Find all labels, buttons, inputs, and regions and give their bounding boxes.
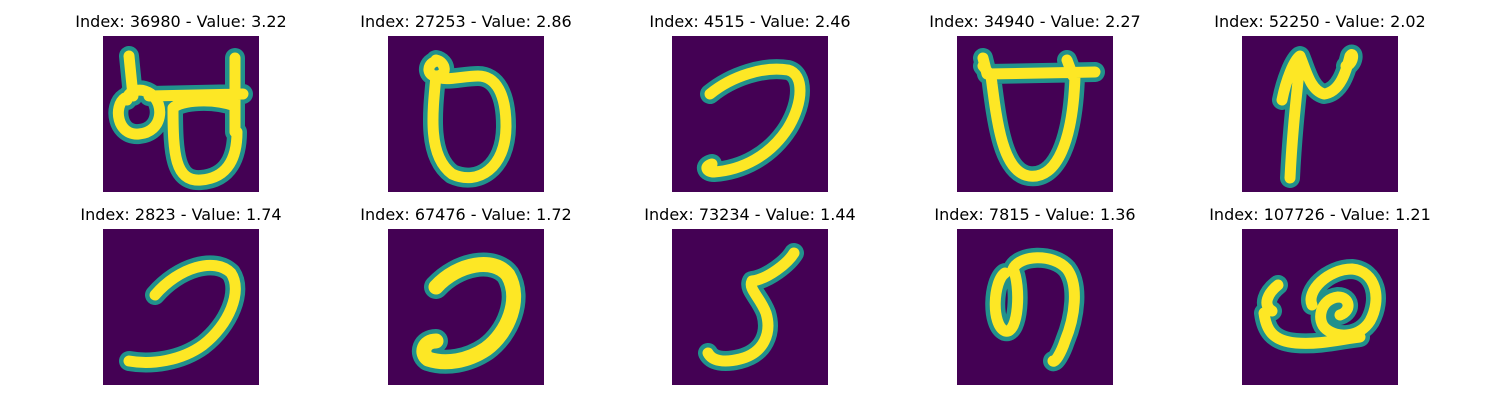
- panel-title: Index: 27253 - Value: 2.86: [360, 12, 572, 31]
- digit-image: [388, 229, 544, 385]
- digit-image: [672, 36, 828, 192]
- digit-image: [103, 36, 259, 192]
- panel-title: Index: 34940 - Value: 2.27: [929, 12, 1141, 31]
- panel-title: Index: 52250 - Value: 2.02: [1214, 12, 1426, 31]
- panel-title: Index: 107726 - Value: 1.21: [1209, 205, 1431, 224]
- digit-image: [672, 229, 828, 385]
- panel-title: Index: 2823 - Value: 1.74: [80, 205, 282, 224]
- digit-image: [103, 229, 259, 385]
- panel-title: Index: 67476 - Value: 1.72: [360, 205, 572, 224]
- panel-title: Index: 36980 - Value: 3.22: [75, 12, 287, 31]
- digit-image: [1242, 36, 1398, 192]
- panel-title: Index: 7815 - Value: 1.36: [934, 205, 1136, 224]
- panel-title: Index: 4515 - Value: 2.46: [649, 12, 851, 31]
- digit-image: [957, 36, 1113, 192]
- digit-image: [388, 36, 544, 192]
- panel-title: Index: 73234 - Value: 1.44: [644, 205, 856, 224]
- digit-image: [957, 229, 1113, 385]
- digit-image: [1242, 229, 1398, 385]
